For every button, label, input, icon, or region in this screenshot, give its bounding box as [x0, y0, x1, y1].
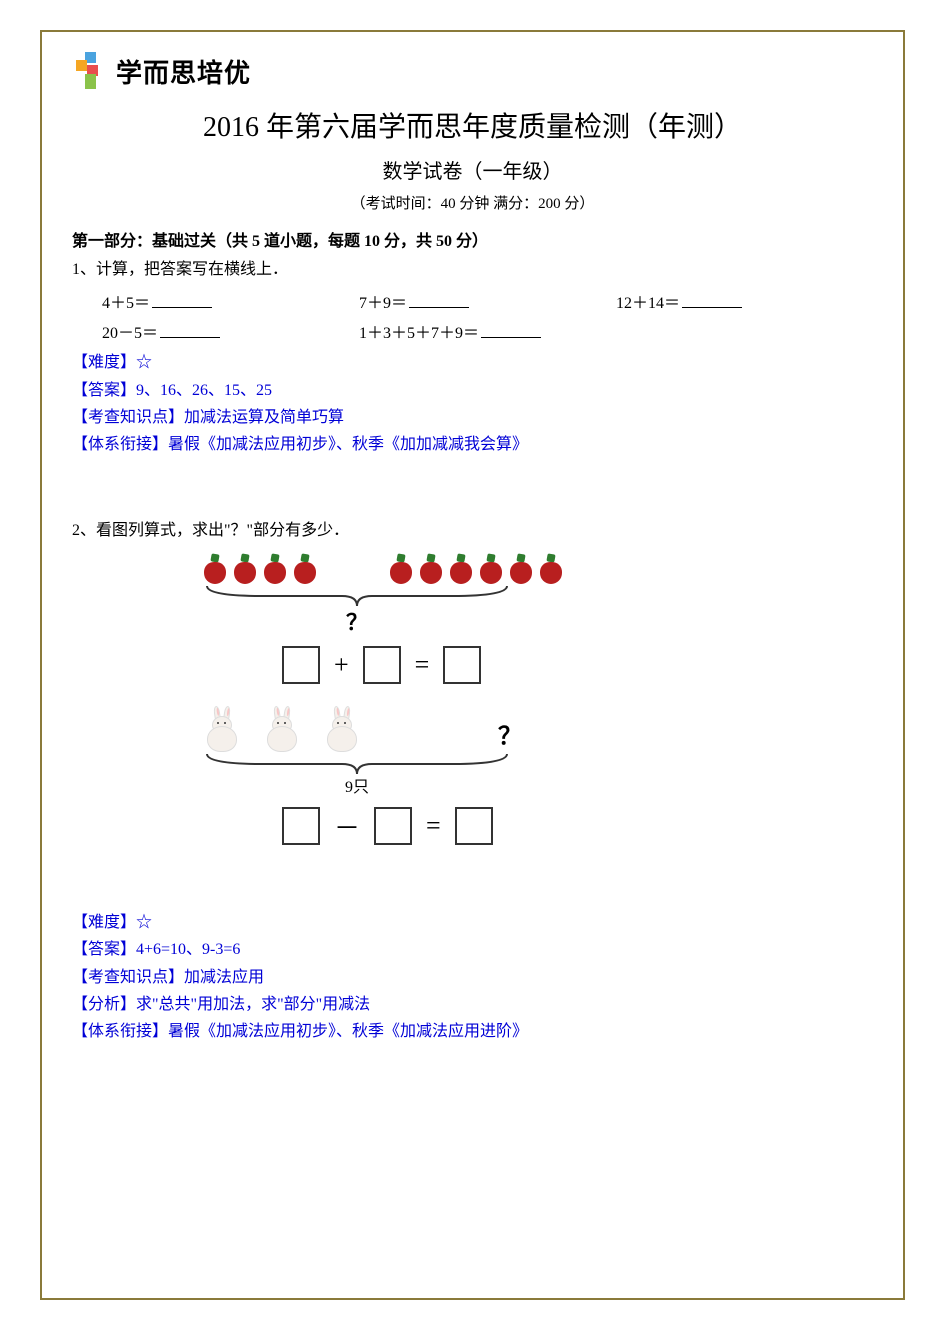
answer-box — [363, 646, 401, 684]
exam-meta: （考试时间：40 分钟 满分：200 分） — [72, 192, 873, 213]
answer-box — [374, 807, 412, 845]
eq-row-1: + = — [282, 646, 873, 684]
answer-box — [443, 646, 481, 684]
q1-item: 1＋3＋5＋7＋9＝ — [359, 325, 479, 342]
pepper-icon — [508, 554, 534, 584]
pepper-icon — [232, 554, 258, 584]
page-subtitle: 数学试卷（一年级） — [72, 155, 873, 184]
op-plus: + — [334, 650, 349, 680]
q2-analysis: 【分析】求"总共"用加法，求"部分"用减法 — [72, 991, 873, 1018]
q1-link: 【体系衔接】暑假《加减法应用初步》、秋季《加加减减我会算》 — [72, 431, 873, 458]
page-title: 2016 年第六届学而思年度质量检测（年测） — [72, 105, 873, 145]
pepper-icon — [478, 554, 504, 584]
q1-answer: 【答案】9、16、26、15、25 — [72, 377, 873, 404]
qmark-right: ？ — [498, 716, 522, 751]
section-header: 第一部分：基础过关（共 5 道小题，每题 10 分，共 50 分） — [72, 227, 873, 251]
q2-answer: 【答案】4+6=10、9-3=6 — [72, 936, 873, 963]
pepper-icon — [448, 554, 474, 584]
rabbit-icon — [202, 708, 242, 752]
answer-box — [282, 646, 320, 684]
blank-line — [160, 324, 220, 338]
logo-mark-icon — [72, 52, 110, 90]
logo-text: 学而思培优 — [116, 53, 251, 90]
op-equals: = — [426, 811, 441, 841]
brace-icon — [202, 752, 512, 778]
q1-point: 【考查知识点】加减法运算及简单巧算 — [72, 404, 873, 431]
q1-item: 7＋9＝ — [359, 295, 407, 312]
q1-item: 4＋5＝ — [102, 295, 150, 312]
op-equals: = — [415, 650, 430, 680]
q1-item: 20－5＝ — [102, 325, 158, 342]
pepper-icon — [388, 554, 414, 584]
pepper-icon — [202, 554, 228, 584]
rabbit-icon — [322, 708, 362, 752]
q1-stem: 1、计算，把答案写在横线上． — [72, 257, 873, 283]
op-minus: － — [334, 808, 360, 845]
brace-top — [202, 584, 873, 610]
pepper-icon — [538, 554, 564, 584]
pepper-icon — [262, 554, 288, 584]
q1-row-1: 4＋5＝ 7＋9＝ 12＋14＝ — [102, 289, 873, 319]
q1-row-2: 20－5＝ 1＋3＋5＋7＋9＝ — [102, 319, 873, 349]
q1-item: 12＋14＝ — [616, 295, 680, 312]
blank-line — [682, 294, 742, 308]
q2-link: 【体系衔接】暑假《加减法应用初步》、秋季《加减法应用进阶》 — [72, 1018, 873, 1045]
brace-label: 9只 — [202, 778, 512, 797]
q2-difficulty: 【难度】☆ — [72, 909, 873, 936]
eq-row-2: － = — [282, 807, 873, 845]
brace-icon — [202, 584, 512, 610]
blank-line — [152, 294, 212, 308]
answer-box — [455, 807, 493, 845]
q1-difficulty: 【难度】☆ — [72, 349, 873, 376]
q2-point: 【考查知识点】加减法应用 — [72, 964, 873, 991]
answer-box — [282, 807, 320, 845]
blank-line — [409, 294, 469, 308]
blank-line — [481, 324, 541, 338]
rabbit-row: ？ — [202, 708, 512, 752]
pepper-row — [202, 554, 873, 584]
q2-figure: ？ + = ？ 9只 － = — [192, 554, 873, 846]
pepper-icon — [418, 554, 444, 584]
page-border: 学而思培优 2016 年第六届学而思年度质量检测（年测） 数学试卷（一年级） （… — [40, 30, 905, 1300]
logo: 学而思培优 — [72, 52, 873, 90]
pepper-icon — [292, 554, 318, 584]
q2-stem: 2、看图列算式，求出"？"部分有多少． — [72, 518, 873, 544]
rabbit-icon — [262, 708, 302, 752]
brace-bottom — [202, 752, 873, 778]
qmark-top: ？ — [202, 610, 512, 636]
